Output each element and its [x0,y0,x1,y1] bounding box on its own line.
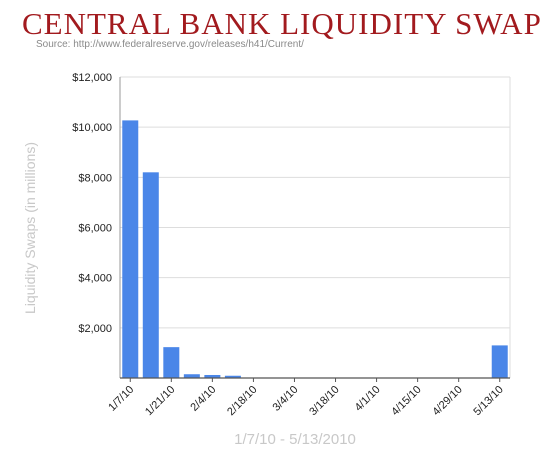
x-tick-label: 4/15/10 [389,384,423,418]
x-tick-label: 1/21/10 [143,384,177,418]
x-tick-label: 3/18/10 [307,384,341,418]
x-tick-label: 3/4/10 [270,384,300,414]
x-tick-labels: 1/7/10 1/21/10 2/4/10 2/18/10 3/4/10 3/18/10 4… [106,384,506,418]
axes [119,77,511,382]
x-tick-label: 4/1/10 [353,384,383,414]
y-tick-labels: $2,000 $4,000 $6,000 $8,000 $10,000 $12,000 [72,72,112,335]
bar [142,172,159,378]
x-tick-label: 5/13/10 [471,384,505,418]
bar [183,374,200,378]
y-tick-label: $12,000 [72,72,112,84]
bars [122,120,508,378]
x-tick-label: 2/18/10 [225,384,259,418]
y-tick-label: $6,000 [78,223,112,235]
y-tick-label: $10,000 [72,122,112,134]
y-tick-label: $8,000 [78,172,112,184]
x-tick-label: 1/7/10 [106,384,136,414]
gridlines [120,76,510,329]
y-axis-title: Liquidity Swaps (in millions) [22,142,38,314]
source-text: Source: http://www.federalreserve.gov/re… [36,39,304,50]
bar [204,374,221,378]
y-tick-label: $2,000 [78,323,112,335]
bar [491,345,508,378]
chart-title: CENTRAL BANK LIQUIDITY SWAPS [22,6,540,41]
bar [163,347,180,378]
x-tick-label: 4/29/10 [430,384,464,418]
x-axis-title: 1/7/10 - 5/13/2010 [234,431,356,448]
y-tick-label: $4,000 [78,273,112,285]
x-tick-label: 2/4/10 [188,384,218,414]
bar [224,375,241,378]
bar [122,120,139,378]
